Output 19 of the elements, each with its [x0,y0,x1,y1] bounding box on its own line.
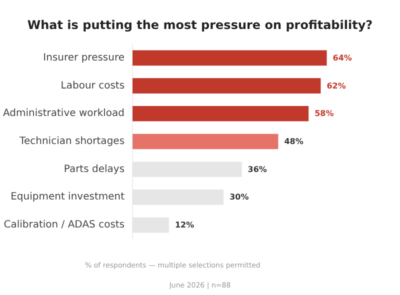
data-label: 30% [230,192,249,202]
bar [132,134,278,150]
y-tick-label: Parts delays [64,164,125,175]
y-tick-label: Calibration / ADAS costs [4,220,125,231]
bar [132,106,309,122]
data-label: 58% [314,109,334,118]
bar [132,78,321,94]
y-tick-label: Administrative workload [2,108,125,120]
data-label: 64% [332,53,352,62]
chart-title: What is putting the most pressure on profitability? [27,18,373,32]
data-label: 62% [326,81,346,90]
y-tick-label: Technician shortages [18,136,125,147]
y-tick-label: Insurer pressure [43,52,125,64]
data-label: 12% [174,220,194,230]
data-label: 48% [284,137,304,146]
y-tick-label: Labour costs [60,80,125,92]
data-label: 36% [248,164,267,174]
y-tick-label: Equipment investment [10,192,125,203]
bar [132,50,327,66]
